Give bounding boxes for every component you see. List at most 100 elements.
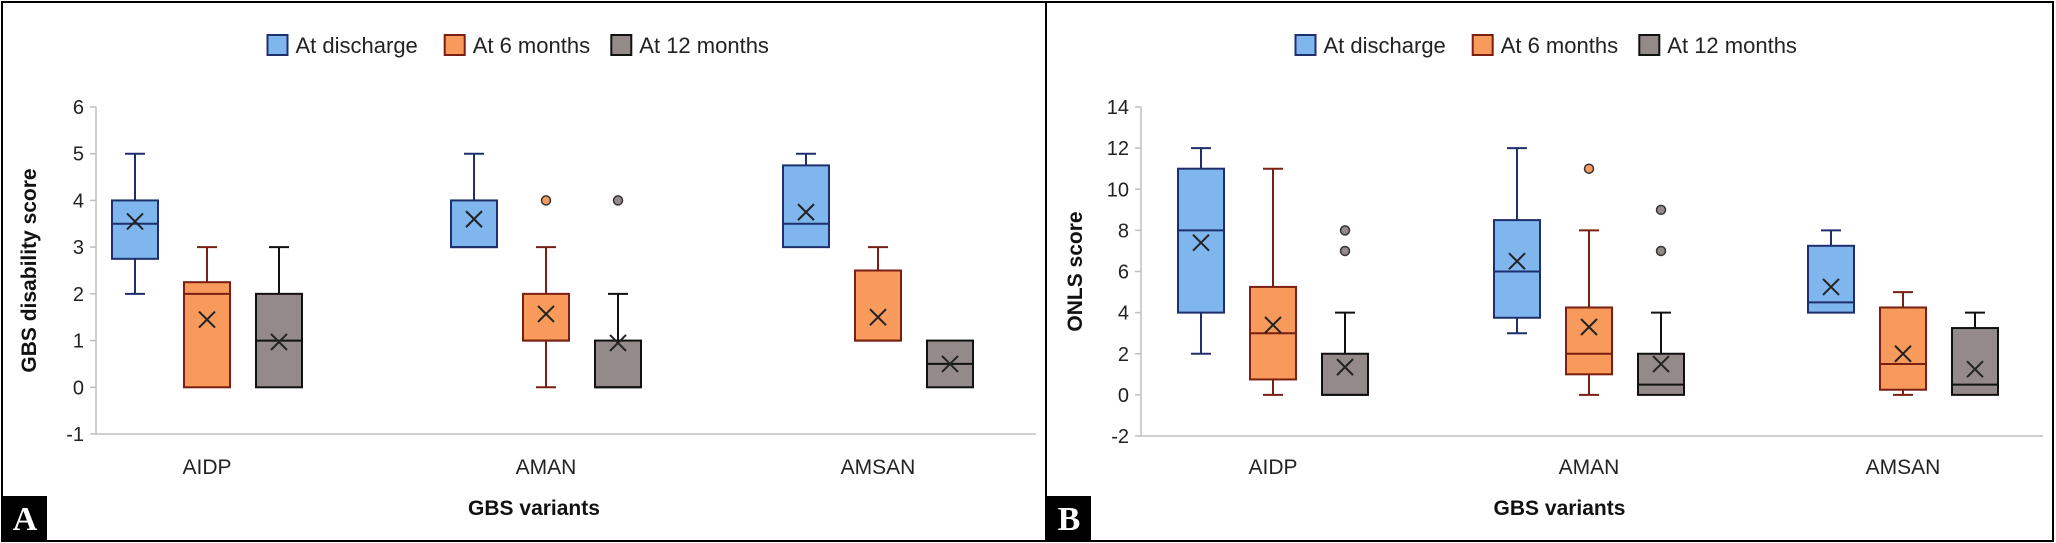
box-iqr: [1879, 306, 1927, 391]
y-tick-label: -1: [66, 424, 84, 446]
box-iqr: [183, 281, 231, 389]
box-aman-1: [522, 195, 570, 389]
y-tick-label: 3: [73, 237, 84, 259]
mean-marker: [1894, 345, 1912, 363]
mean-marker: [1336, 358, 1354, 376]
box-aman-2: [594, 195, 642, 389]
mean-marker: [537, 305, 555, 323]
y-tick-label: 2: [1118, 344, 1129, 366]
mean-marker: [941, 355, 959, 373]
mean-marker: [609, 334, 627, 352]
mean-marker: [1966, 360, 1984, 378]
y-tick-label: 14: [1107, 97, 1129, 119]
y-tick-label: 8: [1118, 220, 1129, 242]
y-tick-label: 5: [73, 144, 84, 166]
panel-b: -2 0 2 4 6 8 10 12 14 ONLS score GBS variants AIDP A…: [1045, 1, 2054, 542]
y-tick-label: 0: [73, 377, 84, 399]
legend-swatch: [266, 34, 289, 56]
outlier-point: [612, 195, 624, 206]
box-aidp-1: [1249, 167, 1297, 396]
box-iqr: [1493, 219, 1541, 319]
outlier-point: [1339, 225, 1351, 236]
category-label: AMSAN: [841, 456, 916, 479]
category-label: AMAN: [516, 456, 577, 479]
box-iqr: [450, 199, 498, 249]
box-amsan-0: [782, 152, 830, 249]
box-amsan-1: [1879, 291, 1927, 396]
mean-marker: [198, 310, 216, 329]
box-aman-2: [1637, 204, 1685, 396]
legend-label: At discharge: [1324, 33, 1446, 58]
panel-letter: A: [13, 501, 38, 538]
category-label: AIDP: [182, 456, 231, 479]
box-amsan-2: [1951, 311, 1999, 396]
panel-a: -1 0 1 2 3 4 5 6 GBS disability score GBS variant…: [1, 1, 1047, 542]
legend: At discharge At 6 months At 12 months: [1294, 33, 1797, 58]
panel-letter-badge: [3, 496, 47, 540]
outlier-point: [540, 195, 552, 206]
box-iqr: [522, 292, 570, 342]
box-iqr: [111, 199, 159, 260]
category-label: AMSAN: [1866, 456, 1941, 479]
x-axis-title: GBS variants: [468, 497, 600, 520]
box-amsan-1: [854, 246, 902, 342]
box-iqr: [1565, 306, 1613, 376]
y-tick-label: 4: [1118, 303, 1129, 325]
panel-letter-badge: [1047, 496, 1091, 540]
box-iqr: [1637, 352, 1685, 396]
category-label: AIDP: [1248, 456, 1297, 479]
box-aidp-0: [1177, 147, 1225, 355]
box-iqr: [782, 164, 830, 249]
legend-swatch: [1294, 34, 1317, 56]
y-tick-label: 6: [1118, 262, 1129, 284]
box-aman-0: [450, 152, 498, 249]
category-label: AMAN: [1559, 456, 1620, 479]
box-iqr: [854, 269, 902, 342]
box-aman-1: [1565, 163, 1613, 396]
box-amsan-0: [1807, 229, 1855, 314]
box-aidp-1: [183, 246, 231, 389]
legend-label: At 6 months: [1501, 33, 1618, 58]
legend-item: At discharge: [1294, 33, 1446, 58]
legend-label: At 12 months: [639, 33, 769, 58]
legend: At discharge At 6 months At 12 months: [266, 33, 769, 58]
y-tick-label: 1: [73, 331, 84, 353]
x-axis-title: GBS variants: [1494, 497, 1626, 520]
y-tick-label: 12: [1107, 138, 1129, 160]
legend-item: At discharge: [266, 33, 418, 58]
mean-marker: [270, 333, 288, 351]
box-amsan-2: [926, 339, 974, 389]
legend-item: At 12 months: [1638, 33, 1797, 58]
panel-frame: [1045, 1, 2054, 542]
mean-marker: [869, 308, 887, 326]
outlier-point: [1583, 163, 1595, 174]
legend-swatch: [1471, 34, 1494, 56]
outlier-point: [1655, 245, 1667, 257]
box-aman-0: [1493, 147, 1541, 335]
mean-marker: [1192, 234, 1210, 252]
legend-item: At 12 months: [610, 33, 769, 58]
y-tick-label: -2: [1111, 426, 1129, 448]
mean-marker: [1508, 252, 1526, 270]
outlier-point: [1655, 204, 1667, 216]
y-tick-label: 6: [73, 97, 84, 119]
y-tick-label: 0: [1118, 385, 1129, 407]
box-iqr: [1321, 352, 1369, 396]
legend-label: At 6 months: [473, 33, 590, 58]
y-tick-label: 10: [1107, 179, 1129, 201]
mean-marker: [797, 203, 815, 221]
y-axis-title: GBS disability score: [18, 168, 41, 372]
panel-letter: B: [1058, 501, 1081, 538]
legend-item: At 6 months: [1471, 33, 1618, 58]
outlier-point: [1339, 245, 1351, 257]
legend-label: At discharge: [296, 33, 418, 58]
legend-swatch: [1638, 34, 1661, 56]
box-iqr: [1177, 167, 1225, 314]
mean-marker: [1822, 278, 1840, 296]
y-tick-label: 4: [73, 190, 84, 212]
mean-marker: [1652, 355, 1670, 373]
y-axis-title: ONLS score: [1064, 211, 1087, 331]
box-aidp-2: [255, 246, 303, 389]
